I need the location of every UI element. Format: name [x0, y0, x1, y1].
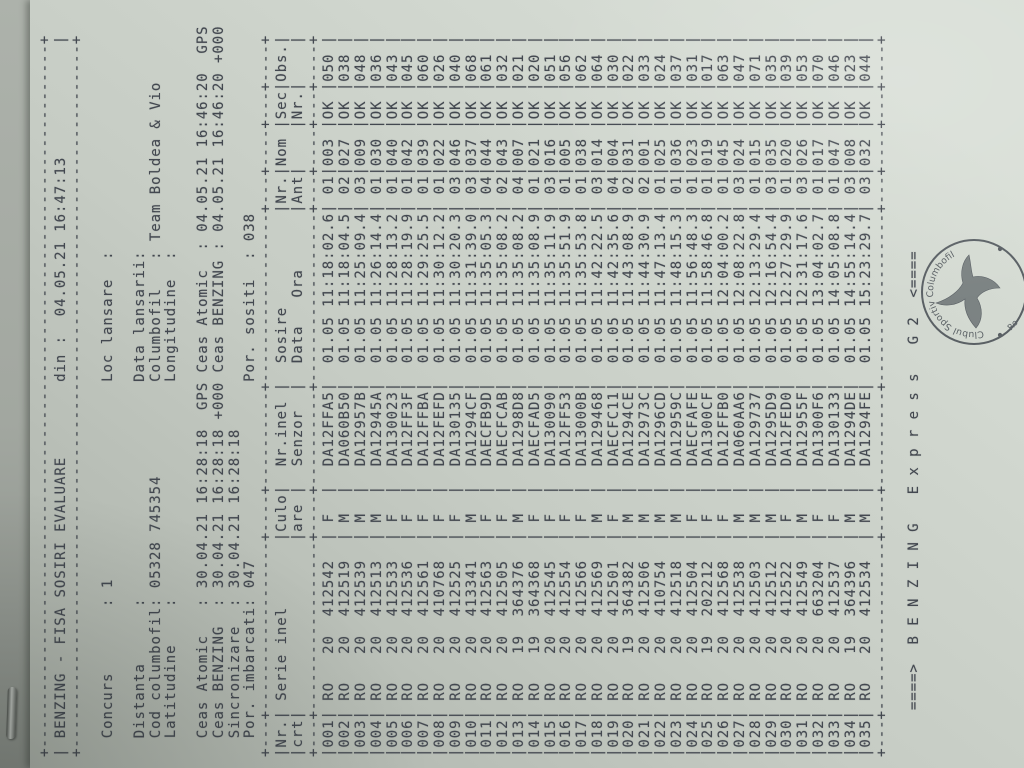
document-line: Latitudine : Longitudine : — [163, 241, 180, 757]
document-line: Distanta : Data lansarii: — [131, 241, 148, 757]
document-line: |004| RO 20 412513 | M | DA12945A| 01.05… — [368, 34, 385, 757]
document-line: Por. imbarcati: 047 Por. sositi : 038 — [242, 213, 259, 757]
document-line: |020| RO 19 364382 | M | DA1294CE| 01.05… — [621, 34, 638, 757]
document-line: |031| RO 20 412549 | M | DA12955F| 01.05… — [795, 34, 812, 757]
document-line: |028| RO 20 412503 | M | DA129737| 01.05… — [747, 34, 764, 757]
document-line: |005| RO 20 412533 | F | DA130023| 01.05… — [384, 34, 401, 757]
document-line: |crt| |are | Senzor | Data Ora |Ant| |Nr… — [289, 34, 306, 757]
document-line: |027| RO 20 412538 | M | DA060AA6| 01.05… — [732, 34, 749, 757]
document-line: |008| RO 20 410768 | F | DA12FEFD| 01.05… — [431, 34, 448, 757]
document-line: |025| RO 19 202212 | F | DA1300CF| 01.05… — [700, 34, 717, 757]
document-text: +---------------------------------------… — [37, 25, 923, 757]
document-line: ====> B E N Z I N G E x p r e s s G 2 <=… — [905, 250, 922, 757]
document-line: |001| RO 20 412542 | F | DA12FFA5| 01.05… — [321, 34, 338, 757]
document-line: |009| RO 20 412525 | F | DA130135| 01.05… — [447, 34, 464, 757]
document-line: +---------------------------------------… — [37, 34, 53, 757]
document-line: | BENZING - FISA SOSIRI EVALUARE din : 0… — [52, 34, 69, 757]
document-line: |021| RO 20 412506 | M | DA12973C| 01.05… — [637, 34, 654, 757]
document-line: Ceas BENZING : 30.04.21 16:28:18 +000 Ce… — [210, 25, 227, 757]
document-line: |010| RO 20 413341 | M | DA1294CF| 01.05… — [463, 34, 480, 757]
document-line: |032| RO 20 663204 | F | DA1300F6| 01.05… — [811, 34, 828, 757]
document-line: +---+------------------+----+----------+… — [258, 34, 275, 757]
club-stamp: Clubul Sportiv Columbofil Ro — [921, 239, 1024, 345]
stamp-dot-right — [997, 246, 1003, 252]
document-line: +---------------------------------------… — [68, 34, 85, 757]
document-line: |003| RO 20 412539 | M | DA12957B| 01.05… — [352, 34, 369, 757]
document: +---------------------------------------… — [30, 0, 1024, 768]
document-line: |015| RO 20 412545 | F | DA130090| 01.05… — [542, 34, 559, 757]
paper-sheet: +---------------------------------------… — [30, 0, 1024, 768]
document-line: |026| RO 20 412568 | F | DA12FFB0| 01.05… — [716, 34, 733, 757]
document-line: |023| RO 20 412518 | M | DA12959C| 01.05… — [668, 34, 685, 757]
stamp-dot-left — [997, 332, 1003, 338]
desk-surface — [0, 0, 32, 768]
document-line: |018| RO 20 412569 | M | DA129468| 01.05… — [589, 34, 606, 757]
document-line: |016| RO 20 412554 | F | DA12FF53| 01.05… — [558, 34, 575, 757]
document-line: Ceas Atomic : 30.04.21 16:28:18 GPS Ceas… — [194, 25, 211, 757]
pigeon-icon — [935, 254, 1001, 329]
document-line: |007| RO 20 412561 | F | DA12FFBA| 01.05… — [416, 34, 433, 757]
document-line: |033| RO 20 412537 | F | DA130133| 01.05… — [826, 34, 843, 757]
document-line: Concurs : 1 Loc lansare : — [100, 241, 117, 757]
document-line: |014| RO 19 364368 | F | DAECFAD5| 01.05… — [526, 34, 543, 757]
document-line: +---+------------------+----+----------+… — [874, 34, 891, 757]
document-line: |012| RO 20 412505 | F | DAECFCAB| 01.05… — [495, 34, 512, 757]
document-line — [891, 25, 907, 757]
document-line — [85, 25, 101, 757]
document-line: |Nr.| Serie inel |Culo| Nr.inel | Sosire… — [273, 34, 290, 757]
document-line: |030| RO 20 412522 | F | DA12FED0| 01.05… — [779, 34, 796, 757]
document-line: |013| RO 19 364376 | M | DA1298D8| 01.05… — [510, 34, 527, 757]
document-line: |017| RO 20 412566 | F | DA13000B| 01.05… — [574, 34, 591, 757]
document-line — [180, 25, 196, 757]
document-line: |011| RO 20 412563 | F | DAECFB9D| 01.05… — [479, 34, 496, 757]
document-line: Sincronizare : 30.04.21 16:28:18 — [226, 391, 243, 757]
staple — [6, 686, 17, 740]
document-line: |002| RO 20 412519 | M | DA060B50| 01.05… — [337, 34, 354, 757]
document-line: |035| RO 20 412534 | M | DA1294FE| 01.05… — [858, 34, 875, 757]
document-line — [117, 25, 133, 757]
document-line: +---+------------------+----+----------+… — [305, 34, 322, 757]
document-line: Cod columbofil: 05328 745354 Columbofil … — [147, 81, 164, 757]
document-line: |022| RO 20 410754 | M | DA1296CD| 01.05… — [653, 34, 670, 757]
stamp-ring — [921, 239, 1024, 345]
document-line: |006| RO 20 412536 | F | DA12FF3F| 01.05… — [400, 34, 417, 757]
